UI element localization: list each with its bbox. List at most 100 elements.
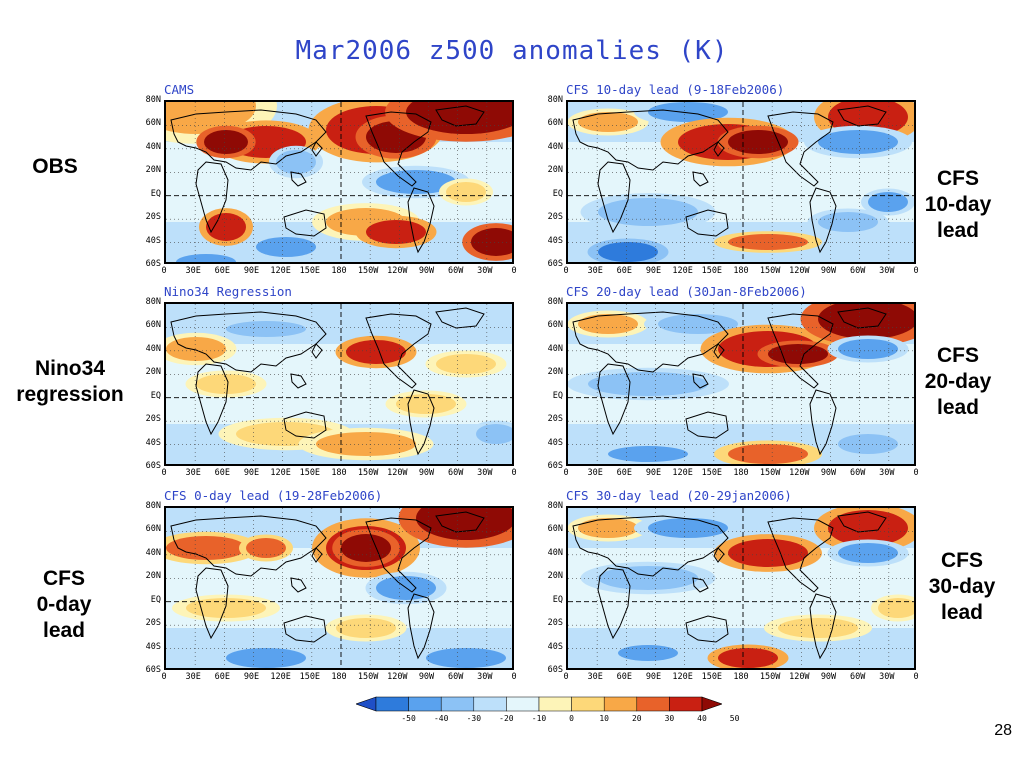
lat-label: 40N — [145, 547, 161, 558]
lon-label: 120W — [387, 672, 408, 682]
lat-label: 80N — [547, 297, 563, 307]
coastline — [597, 363, 631, 436]
anomaly-blob — [196, 374, 256, 394]
anomaly-blob — [578, 112, 638, 132]
coastline — [407, 593, 435, 660]
anomaly-blob — [658, 314, 738, 334]
anomaly-blob — [608, 446, 688, 462]
lon-label: 60W — [849, 672, 866, 682]
map-cams — [164, 100, 514, 264]
lon-label: 120E — [270, 468, 291, 478]
anomaly-blob — [256, 237, 316, 257]
anomaly-blob — [598, 242, 658, 262]
anomaly-blob — [316, 432, 416, 456]
coastline — [407, 187, 435, 254]
anomaly-blob — [396, 394, 456, 414]
lat-label: 80N — [145, 297, 161, 307]
anomaly-blob — [176, 254, 236, 262]
lon-label: 150E — [701, 672, 723, 682]
coastline — [283, 411, 327, 439]
lon-label: 150E — [299, 468, 321, 478]
lat-label: 20S — [145, 212, 161, 223]
anomaly-blob — [818, 304, 914, 339]
anomaly-blob — [416, 508, 512, 540]
lon-label: 90W — [418, 266, 435, 276]
anomaly-blob — [426, 648, 506, 668]
lon-label: 0 — [161, 468, 167, 478]
colorbar-label: -40 — [433, 714, 449, 723]
lat-label: EQ — [552, 390, 563, 401]
lon-label: 180 — [331, 266, 347, 276]
coastline — [170, 109, 327, 171]
lat-label: 60S — [547, 461, 563, 471]
coastline — [290, 373, 307, 389]
anomaly-blob — [728, 234, 808, 250]
row-label-line: 0-day — [36, 593, 92, 616]
colorbar-swatch — [636, 696, 670, 712]
map-cfs20 — [566, 302, 916, 466]
lon-label: 150E — [701, 266, 723, 276]
anomaly-blob — [778, 618, 858, 638]
lat-label: 20S — [547, 618, 563, 629]
coastline — [283, 615, 327, 643]
map-cfs10 — [566, 100, 916, 264]
coastline — [767, 111, 834, 187]
lat-label: 20N — [547, 165, 563, 176]
lon-label: 90E — [243, 468, 260, 478]
lon-label: 150W — [759, 266, 781, 276]
coastline — [365, 111, 432, 187]
lat-label: 60S — [547, 259, 563, 269]
lat-label: EQ — [150, 594, 161, 605]
anomaly-blob — [618, 645, 678, 661]
lat-label: 20N — [145, 165, 161, 176]
lat-label: 40S — [145, 437, 161, 448]
lon-label: 180 — [331, 468, 347, 478]
row-label-line: OBS — [32, 155, 78, 178]
lat-label: 20N — [145, 571, 161, 582]
lat-label: 40N — [547, 343, 563, 354]
right-label-cfs20: CFS 20-day lead — [914, 343, 1002, 421]
anomaly-blob — [226, 648, 306, 668]
row-label-cfs0: CFS 0-day lead — [20, 566, 108, 644]
anomaly-blob — [226, 321, 306, 337]
right-label-line: CFS — [937, 344, 979, 367]
anomaly-blob — [818, 130, 898, 154]
lon-label: 120W — [789, 468, 810, 478]
coastline — [283, 209, 327, 237]
colorbar-swatch — [571, 696, 605, 712]
coastline — [365, 517, 432, 593]
panel-title-cams: CAMS — [164, 82, 195, 97]
anomaly-blob — [166, 337, 226, 361]
panel-title-cfs30: CFS 30-day lead (20-29jan2006) — [566, 488, 792, 503]
colorbar-label: -50 — [401, 714, 416, 723]
colorbar-label: 10 — [599, 714, 609, 723]
anomaly-blob — [471, 228, 512, 256]
lat-label: 60N — [145, 320, 161, 331]
anomaly-blob — [446, 182, 486, 202]
anomaly-blob — [578, 518, 638, 538]
lat-label: 40S — [145, 235, 161, 246]
lon-label: 30E — [587, 266, 603, 276]
lat-label: 60S — [145, 665, 161, 675]
coastline — [809, 593, 837, 660]
colorbar — [356, 696, 722, 712]
colorbar-swatch — [408, 696, 442, 712]
panel-title-nino: Nino34 Regression — [164, 284, 292, 299]
lat-label: EQ — [552, 594, 563, 605]
anomaly-blob — [336, 618, 396, 638]
lon-label: 60E — [214, 468, 230, 478]
anomaly-blob — [588, 372, 708, 396]
colorbar-label: 0 — [569, 714, 574, 723]
lat-label: 20S — [547, 212, 563, 223]
coastline — [407, 389, 435, 456]
colorbar-swatch — [375, 696, 409, 712]
map-nino — [164, 302, 514, 466]
anomaly-blob — [878, 598, 914, 618]
colorbar-end-high — [701, 696, 722, 712]
coastline — [767, 517, 834, 593]
lon-label: 60E — [214, 266, 230, 276]
map-field — [166, 508, 512, 668]
lon-label: 90W — [820, 266, 837, 276]
colorbar-label: -20 — [499, 714, 514, 723]
lon-label: 150W — [357, 672, 379, 682]
